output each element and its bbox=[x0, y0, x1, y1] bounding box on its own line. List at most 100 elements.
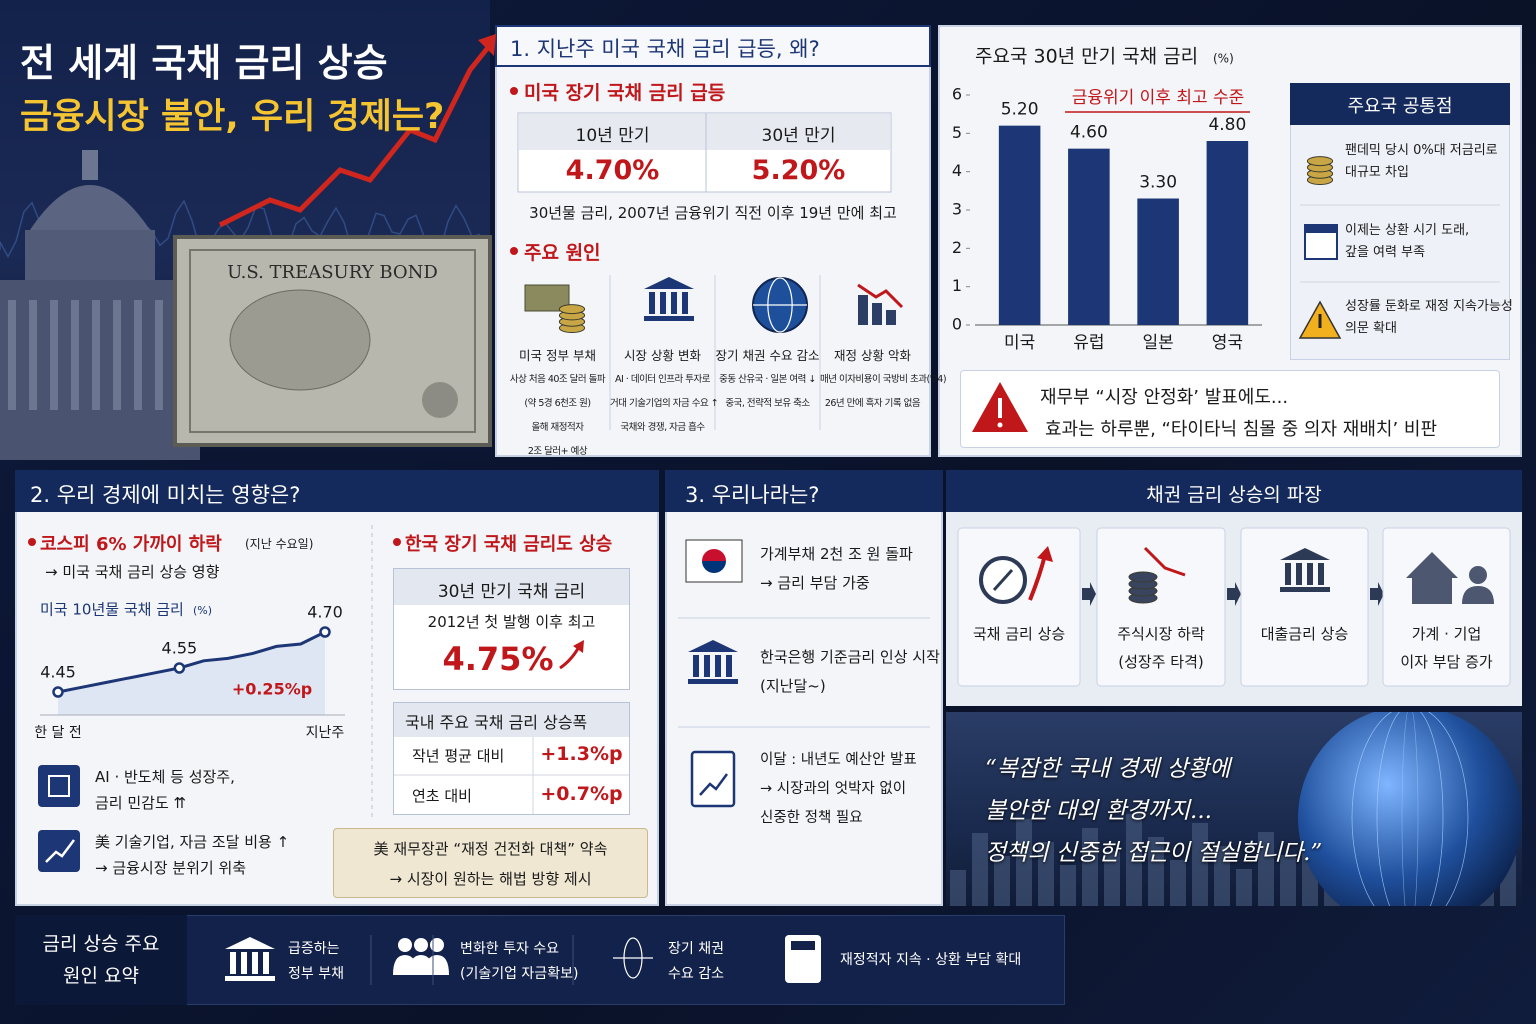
text-line: 주식시장 하락 bbox=[1117, 625, 1205, 643]
impact-item: AI · 반도체 등 성장주, 금리 민감도 ⇈ bbox=[95, 764, 235, 816]
text-line: 대출금리 상승 bbox=[1260, 625, 1349, 643]
y-tick-label: 3 bbox=[952, 200, 962, 219]
chart-annotation: 금융위기 이후 최고 수준 bbox=[1072, 88, 1245, 108]
panel-title: 2. 우리 경제에 미치는 영향은? bbox=[30, 483, 301, 507]
ripple-step-box bbox=[1240, 527, 1369, 687]
capitol-column bbox=[50, 300, 58, 410]
text-line: 美 기술기업, 자금 조달 비용 ↑ bbox=[95, 833, 290, 851]
skyline-building bbox=[1104, 851, 1120, 906]
icon-clipboard bbox=[690, 750, 736, 808]
bar bbox=[998, 125, 1041, 326]
quote: “복잡한 국내 경제 상황에 불안한 대외 환경까지... 정책의 신중한 접근이 … bbox=[985, 748, 1322, 874]
chart-unit: (%) bbox=[1213, 52, 1234, 66]
icon-bank-roof bbox=[644, 277, 694, 289]
text-line: 美 재무장관 “재정 건전화 대책” 약속 bbox=[373, 840, 608, 858]
summary-title-box bbox=[15, 915, 187, 1005]
icon-bank-base bbox=[644, 316, 694, 321]
icon-person-body bbox=[1462, 586, 1494, 604]
panel-impact-header bbox=[15, 470, 659, 512]
text-line: “복잡한 국내 경제 상황에 bbox=[985, 756, 1231, 782]
skyline-building bbox=[1214, 846, 1230, 906]
summary-title: 금리 상승 주요 원인 요약 bbox=[15, 928, 187, 992]
icon-bank-pillar bbox=[1318, 563, 1324, 585]
text-line: 신중한 정책 필요 bbox=[760, 810, 863, 826]
bar-value-label: 5.20 bbox=[1001, 100, 1039, 120]
text-line: AI · 데이터 인프라 투자로 bbox=[614, 374, 711, 385]
skyline-building bbox=[1236, 869, 1252, 906]
text-line: 수요 감소 bbox=[668, 966, 724, 982]
note: (지난 수요일) bbox=[245, 537, 314, 551]
skyline-building bbox=[1258, 832, 1274, 906]
chart-title: 주요국 30년 만기 국채 금리 bbox=[975, 46, 1198, 68]
text-line: → 시장이 원하는 해법 방향 제시 bbox=[389, 870, 592, 888]
summary-item: 급증하는 정부 부채 bbox=[288, 937, 344, 987]
text-line: 매년 이자비용이 국방비 초과('24) bbox=[820, 374, 947, 385]
hero-title: 전 세계 국채 금리 상승 bbox=[20, 41, 388, 85]
alert-box bbox=[960, 370, 1500, 448]
icon-flag-blue bbox=[702, 561, 726, 573]
icon-down-arrow bbox=[857, 283, 904, 309]
heading: 주요 원인 bbox=[524, 242, 601, 264]
icon-coin bbox=[1128, 571, 1158, 583]
icon-coin bbox=[558, 304, 586, 315]
icon-bank-pillar bbox=[230, 952, 236, 974]
text-line: 사상 처음 40조 달러 돌파 bbox=[509, 374, 606, 385]
text-line: 국채 금리 상승 bbox=[972, 625, 1066, 643]
icon-flag-red bbox=[702, 549, 726, 561]
line bbox=[57, 630, 326, 694]
globe-art-line bbox=[1401, 712, 1419, 906]
text-line: 대규모 차입 bbox=[1345, 165, 1409, 180]
panel-ripple-header bbox=[946, 470, 1522, 512]
table-value: 4.70% bbox=[565, 155, 660, 186]
table-cell: 작년 평균 대비 bbox=[412, 747, 505, 765]
icon-bank-pillar bbox=[682, 292, 688, 314]
line-point bbox=[319, 626, 331, 638]
y-tick-label: 2 bbox=[952, 238, 962, 257]
text-line: 중국, 전략적 보유 축소 bbox=[725, 398, 810, 409]
skyline-building bbox=[1192, 823, 1208, 906]
icon-bar bbox=[858, 295, 868, 325]
text-line: 이달 : 내년도 예산안 발표 bbox=[760, 752, 917, 768]
text-line: 불안한 대외 환경까지... bbox=[985, 798, 1212, 824]
bar-value-label: 4.80 bbox=[1208, 115, 1246, 135]
text-line: 거대 기술기업의 자금 수요 ↑ bbox=[610, 398, 719, 409]
alert-text: 효과는 하루뿐, “타이타닉 침몰 중 의자 재배치’ 비판 bbox=[1045, 419, 1438, 440]
common-item: 팬데믹 당시 0%대 저금리로 대규모 차입 bbox=[1345, 140, 1498, 184]
capitol-column bbox=[29, 300, 37, 410]
x-tick-label: 한 달 전 bbox=[34, 725, 82, 741]
skyline-building bbox=[994, 856, 1010, 906]
icon-bank-roof bbox=[1280, 548, 1330, 560]
text-line: 가계부채 2천 조 원 돌파 bbox=[760, 545, 913, 563]
icon-bank-pillar bbox=[241, 952, 247, 974]
point-label: 4.70 bbox=[307, 603, 343, 622]
icon-bank-roof bbox=[225, 937, 275, 949]
bar bbox=[1206, 141, 1249, 325]
ripple-arrow bbox=[1227, 582, 1241, 606]
icon-chip bbox=[48, 775, 70, 797]
icon-bank-pillar bbox=[693, 655, 699, 677]
cause-title: 장기 채권 수요 감소 bbox=[715, 348, 820, 363]
x-tick-label: 영국 bbox=[1212, 333, 1243, 353]
capitol-column bbox=[113, 300, 121, 410]
text-line: 이제는 상환 시기 도래, bbox=[1345, 223, 1470, 238]
quote-art bbox=[950, 712, 1522, 906]
text-line: 국채와 경쟁, 자금 흡수 bbox=[620, 422, 705, 433]
capitol-column bbox=[71, 300, 79, 410]
icon-bank-pillar bbox=[1285, 563, 1291, 585]
globe-art bbox=[1298, 712, 1522, 906]
panel-causes bbox=[495, 25, 931, 457]
text-line: 2조 달러+ 예상 bbox=[527, 446, 588, 457]
cause-title: 미국 정부 부채 bbox=[519, 348, 596, 363]
text-line: → 시장과의 엇박자 없이 bbox=[760, 781, 907, 797]
icon-growth bbox=[45, 839, 75, 863]
bullet bbox=[28, 538, 36, 546]
icon-bank-base bbox=[688, 679, 738, 684]
chart-title: 미국 10년물 국채 금리 bbox=[40, 601, 184, 619]
globe-art-line bbox=[1351, 712, 1469, 906]
capitol-column bbox=[8, 300, 16, 410]
box-sub: 2012년 첫 발행 이후 최고 bbox=[427, 613, 596, 631]
skyline-building bbox=[1126, 814, 1142, 906]
text-line: 이자 부담 증가 bbox=[1400, 653, 1493, 671]
text-line: 금리 상승 주요 bbox=[42, 933, 160, 955]
